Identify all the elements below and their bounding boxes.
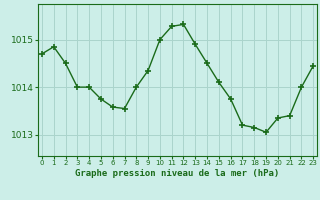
X-axis label: Graphe pression niveau de la mer (hPa): Graphe pression niveau de la mer (hPa) [76,169,280,178]
